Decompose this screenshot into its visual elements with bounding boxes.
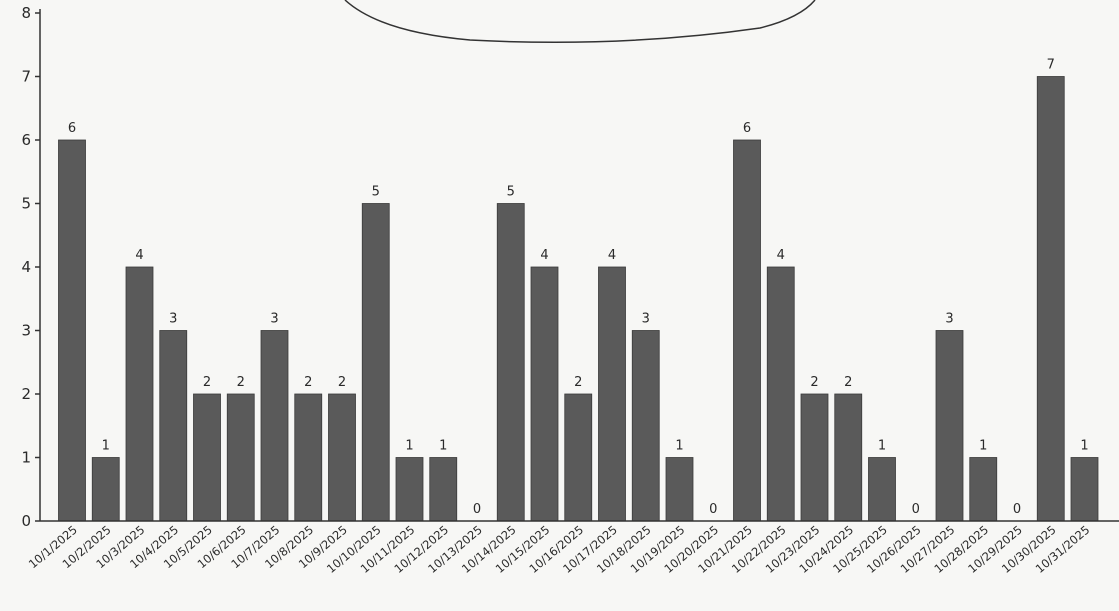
y-tick-label: 5 <box>21 195 31 213</box>
data-label: 2 <box>844 375 852 390</box>
data-label: 1 <box>675 439 683 454</box>
data-label: 2 <box>338 375 346 390</box>
bar <box>868 457 896 522</box>
data-label: 2 <box>304 375 312 390</box>
bar <box>429 457 458 522</box>
bar <box>226 393 255 522</box>
data-label: 4 <box>608 248 616 263</box>
data-label: 6 <box>68 121 76 136</box>
data-label: 3 <box>169 312 177 327</box>
bar <box>733 139 761 522</box>
data-label: 1 <box>979 439 987 454</box>
bar <box>125 266 154 522</box>
data-label: 0 <box>709 502 717 517</box>
y-tick-label: 6 <box>21 131 31 149</box>
data-label: 0 <box>473 502 481 517</box>
data-label: 2 <box>574 375 582 390</box>
data-label: 3 <box>642 312 650 327</box>
bar <box>91 457 120 522</box>
bar <box>58 139 86 522</box>
data-label: 1 <box>1080 439 1088 454</box>
x-axis: 10/1/202510/2/202510/3/202510/4/202510/5… <box>26 520 1119 576</box>
data-label: 2 <box>810 375 818 390</box>
bar <box>260 330 289 522</box>
bar <box>361 203 390 522</box>
bar <box>834 393 863 522</box>
bar <box>294 393 323 522</box>
bar <box>935 330 964 522</box>
data-label: 5 <box>372 185 380 200</box>
data-label: 1 <box>405 439 413 454</box>
data-label: 2 <box>237 375 245 390</box>
y-tick-label: 2 <box>21 385 31 403</box>
data-label: 3 <box>270 312 278 327</box>
data-label: 1 <box>439 439 447 454</box>
bar <box>564 393 593 522</box>
data-label: 4 <box>135 248 143 263</box>
bar <box>328 393 356 522</box>
data-label: 5 <box>507 185 515 200</box>
bar <box>800 393 829 522</box>
data-label: 1 <box>102 439 110 454</box>
data-label: 0 <box>912 502 920 517</box>
bar <box>496 203 525 522</box>
y-axis: 0 1 2 3 4 5 6 7 8 <box>21 4 41 530</box>
data-label: 3 <box>945 312 953 327</box>
bars <box>58 76 1099 522</box>
decorative-curve <box>344 0 816 44</box>
data-label: 4 <box>540 248 548 263</box>
y-tick-label: 3 <box>21 322 31 340</box>
bar <box>193 393 221 522</box>
bar <box>631 330 660 522</box>
bar <box>395 457 424 522</box>
bar <box>1036 76 1065 522</box>
data-label: 1 <box>878 439 886 454</box>
y-tick-label: 4 <box>21 258 31 276</box>
bar <box>969 457 998 522</box>
data-label: 6 <box>743 121 751 136</box>
y-tick-label: 1 <box>21 449 31 467</box>
data-label: 7 <box>1047 58 1055 73</box>
bar <box>159 330 188 522</box>
data-label: 2 <box>203 375 211 390</box>
bar <box>766 266 795 522</box>
y-tick-label: 8 <box>21 4 31 22</box>
data-label: 0 <box>1013 502 1021 517</box>
bar <box>1070 457 1099 522</box>
bar <box>530 266 559 522</box>
y-tick-label: 7 <box>21 68 31 86</box>
bar <box>598 266 626 522</box>
data-label: 4 <box>777 248 785 263</box>
bar <box>665 457 694 522</box>
y-tick-label: 0 <box>21 512 31 530</box>
data-labels: 6 1 4 3 2 2 3 2 2 5 1 1 0 5 4 2 4 3 1 0 6 4 2 2 1 0 3 1 0 7 1 <box>68 58 1089 518</box>
